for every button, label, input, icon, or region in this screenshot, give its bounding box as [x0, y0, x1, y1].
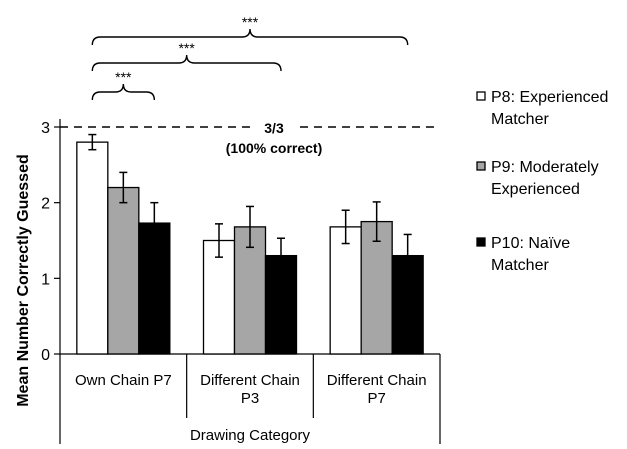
- significance-label: ***: [115, 69, 132, 85]
- x-axis-label: Drawing Category: [190, 427, 311, 444]
- x-category-label: Own Chain P7: [75, 372, 172, 389]
- bar: [233, 226, 267, 355]
- significance-bracket: [91, 28, 409, 46]
- legend-label: Matcher: [491, 111, 549, 128]
- x-category-label: P7: [367, 390, 385, 407]
- legend-label: P9: Moderately: [491, 159, 599, 176]
- legend-label: P10: Naïve: [491, 235, 570, 252]
- legend-swatch: [476, 161, 486, 171]
- legend-swatch: [476, 91, 486, 101]
- significance-bracket: [91, 54, 282, 72]
- significance-label: ***: [242, 14, 259, 30]
- reference-line-label: 3/3: [264, 120, 284, 136]
- x-category-label: Different Chain: [200, 372, 300, 389]
- bar: [76, 141, 109, 355]
- bar: [329, 226, 362, 355]
- legend-label: Matcher: [491, 257, 549, 274]
- significance-label: ***: [178, 40, 195, 56]
- y-tick-label: 1: [41, 271, 50, 288]
- bar: [107, 186, 140, 355]
- significance-bracket: [91, 83, 156, 101]
- x-category-label: Different Chain: [327, 372, 427, 389]
- y-tick-label: 0: [41, 347, 50, 364]
- legend-label: Experienced: [491, 181, 580, 198]
- y-tick-label: 2: [41, 196, 50, 213]
- y-axis-label: Mean Number Correctly Guessed: [15, 154, 32, 407]
- bar: [138, 222, 171, 355]
- y-tick-label: 3: [41, 120, 50, 137]
- legend-label: P8: Experienced: [491, 89, 608, 106]
- reference-line-label: (100% correct): [226, 140, 323, 156]
- legend-swatch: [476, 237, 486, 247]
- x-category-label: P3: [241, 390, 259, 407]
